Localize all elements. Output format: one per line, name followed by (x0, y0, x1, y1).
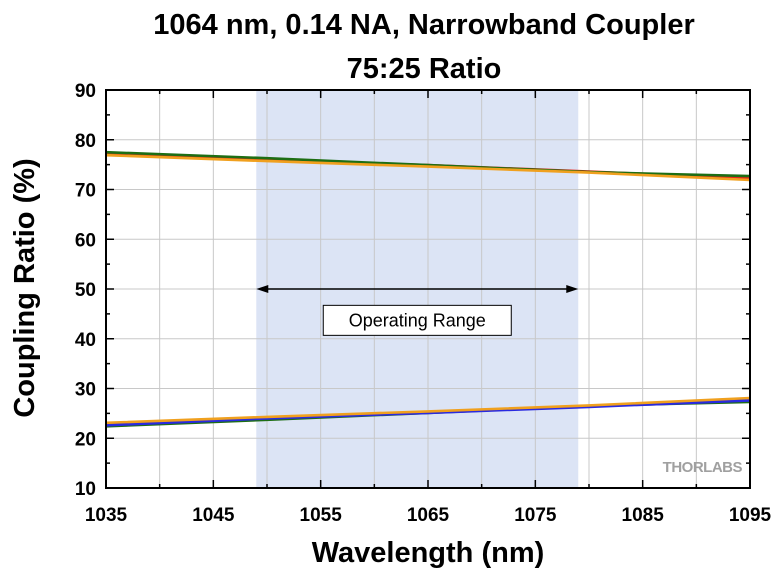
y-tick-label: 80 (75, 131, 96, 152)
plot-frame (105, 89, 751, 489)
operating-range-label: Operating Range (349, 310, 486, 330)
x-tick-label: 1095 (729, 505, 772, 526)
x-tick-label: 1065 (407, 505, 450, 526)
series-line-3 (105, 153, 751, 182)
x-tick-label: 1055 (300, 505, 343, 526)
operating-range-arrow (256, 285, 579, 293)
series-line-6 (105, 399, 751, 427)
x-tick-label: 1035 (85, 505, 128, 526)
x-tick-labels: 1035 1045 1055 1065 1075 1085 1095 (85, 505, 772, 526)
y-axis-title: Coupling Ratio (%) (9, 158, 41, 417)
y-tick-label: 30 (75, 380, 96, 401)
y-tick-label: 90 (75, 81, 96, 102)
y-tick-label: 10 (75, 479, 96, 500)
series-line-7 (105, 396, 751, 425)
operating-range-arrowhead-left (256, 285, 269, 293)
chart-title-line1: 1064 nm, 0.14 NA, Narrowband Coupler (153, 9, 694, 41)
y-tick-label: 50 (75, 280, 96, 301)
x-tick-label: 1045 (192, 505, 235, 526)
x-tick-label: 1085 (622, 505, 665, 526)
chart-title-line2: 75:25 Ratio (347, 53, 502, 85)
series-line-2 (105, 150, 751, 178)
x-axis-title: Wavelength (nm) (312, 537, 545, 569)
x-tick-label: 1075 (514, 505, 557, 526)
operating-range-arrowhead-right (566, 285, 579, 293)
y-tick-label: 20 (75, 429, 96, 450)
y-tick-label: 70 (75, 181, 96, 202)
operating-range-label-box (322, 304, 512, 336)
series-group (105, 150, 751, 428)
thorlabs-logo: THORLABS (663, 459, 743, 476)
y-tick-label: 40 (75, 330, 96, 351)
y-tick-label: 60 (75, 230, 96, 251)
y-tick-labels: 10 20 30 40 50 60 70 80 90 (75, 81, 96, 500)
